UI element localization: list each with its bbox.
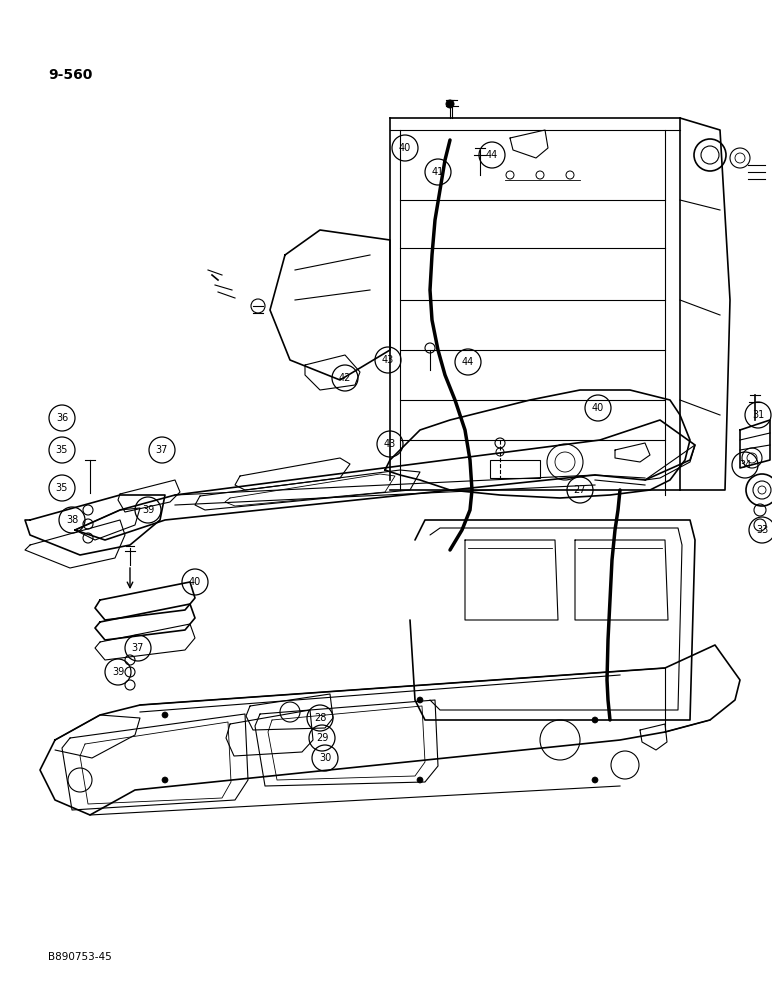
Circle shape xyxy=(495,438,505,448)
Circle shape xyxy=(162,777,168,783)
Text: 40: 40 xyxy=(592,403,604,413)
Text: 39: 39 xyxy=(112,667,124,677)
Text: 31: 31 xyxy=(752,410,764,420)
Text: 29: 29 xyxy=(316,733,328,743)
Text: 40: 40 xyxy=(189,577,201,587)
Text: 38: 38 xyxy=(66,515,78,525)
Text: 34: 34 xyxy=(739,460,751,470)
Circle shape xyxy=(592,717,598,723)
Text: 35: 35 xyxy=(56,445,68,455)
Text: 42: 42 xyxy=(339,373,351,383)
Text: 44: 44 xyxy=(462,357,474,367)
Circle shape xyxy=(446,100,454,108)
Text: 39: 39 xyxy=(142,505,154,515)
Text: 37: 37 xyxy=(156,445,168,455)
Text: 27: 27 xyxy=(574,485,586,495)
Text: 44: 44 xyxy=(486,150,498,160)
Text: 37: 37 xyxy=(132,643,144,653)
Circle shape xyxy=(417,697,423,703)
Circle shape xyxy=(162,712,168,718)
Text: 28: 28 xyxy=(313,713,327,723)
Circle shape xyxy=(417,777,423,783)
Text: 9-560: 9-560 xyxy=(48,68,93,82)
Text: 43: 43 xyxy=(384,439,396,449)
Text: 41: 41 xyxy=(432,167,444,177)
Text: 43: 43 xyxy=(382,355,394,365)
Circle shape xyxy=(592,777,598,783)
Text: 36: 36 xyxy=(56,413,68,423)
Text: 30: 30 xyxy=(319,753,331,763)
Text: 33: 33 xyxy=(756,525,768,535)
Text: B890753-45: B890753-45 xyxy=(48,952,112,962)
Text: 35: 35 xyxy=(56,483,68,493)
Text: 40: 40 xyxy=(399,143,411,153)
Bar xyxy=(490,460,540,478)
